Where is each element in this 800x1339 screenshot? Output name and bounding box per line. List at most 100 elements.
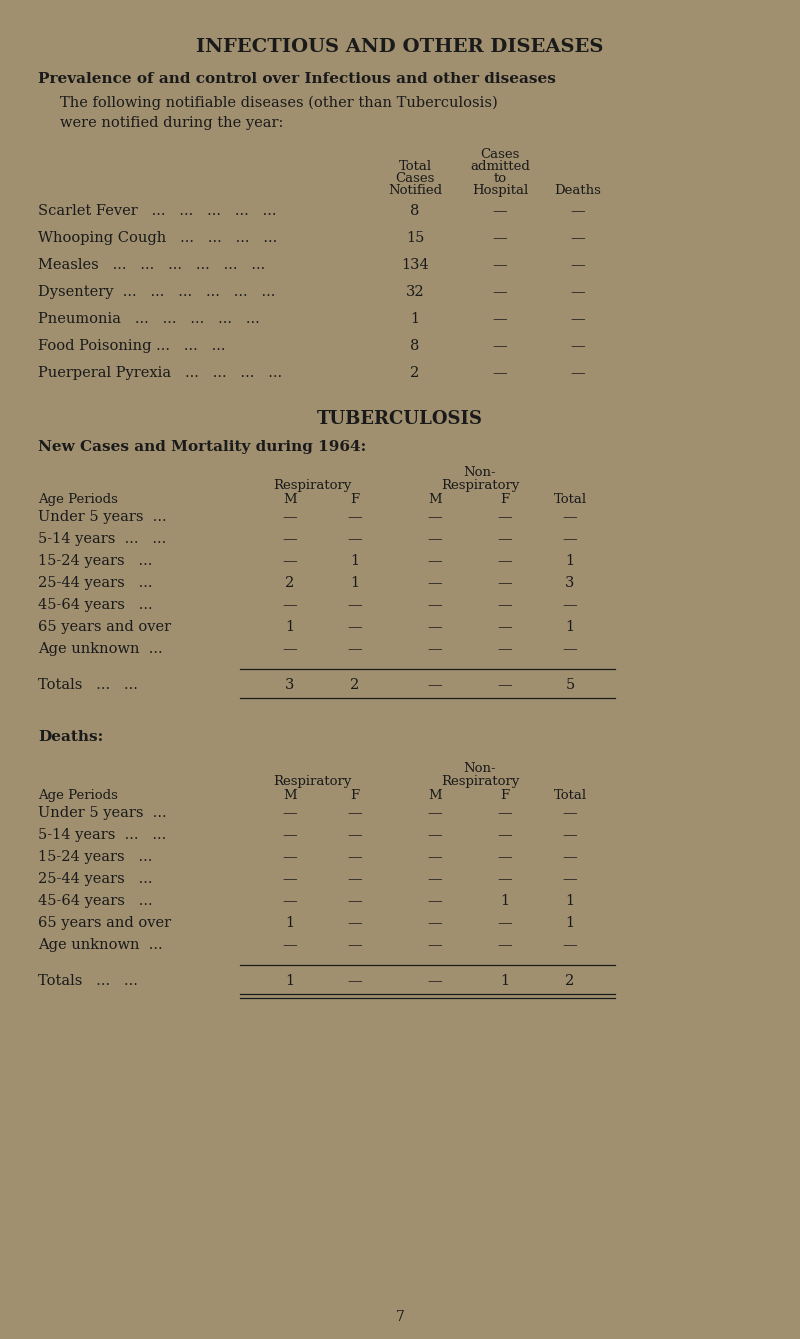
Text: —: — [562,828,578,842]
Text: 1: 1 [286,916,294,931]
Text: Total: Total [398,159,431,173]
Text: —: — [428,510,442,524]
Text: Measles   ...   ...   ...   ...   ...   ...: Measles ... ... ... ... ... ... [38,258,266,272]
Text: —: — [570,258,586,272]
Text: 1: 1 [566,916,574,931]
Text: —: — [348,872,362,886]
Text: 15: 15 [406,232,424,245]
Text: —: — [428,641,442,656]
Text: Age Periods: Age Periods [38,493,118,506]
Text: admitted: admitted [470,159,530,173]
Text: M: M [428,493,442,506]
Text: 65 years and over: 65 years and over [38,916,171,931]
Text: —: — [428,532,442,546]
Text: —: — [282,872,298,886]
Text: 45-64 years   ...: 45-64 years ... [38,894,153,908]
Text: 1: 1 [566,620,574,633]
Text: —: — [498,576,512,590]
Text: —: — [348,510,362,524]
Text: —: — [282,510,298,524]
Text: —: — [493,339,507,353]
Text: —: — [428,894,442,908]
Text: —: — [348,806,362,819]
Text: Deaths:: Deaths: [38,730,103,744]
Text: —: — [562,939,578,952]
Text: Hospital: Hospital [472,183,528,197]
Text: —: — [493,232,507,245]
Text: —: — [562,872,578,886]
Text: —: — [282,939,298,952]
Text: —: — [562,806,578,819]
Text: F: F [501,493,510,506]
Text: 5-14 years  ...   ...: 5-14 years ... ... [38,828,166,842]
Text: 2: 2 [566,973,574,988]
Text: 2: 2 [286,576,294,590]
Text: Cases: Cases [480,149,520,161]
Text: Non-: Non- [464,762,496,775]
Text: —: — [498,554,512,568]
Text: —: — [498,939,512,952]
Text: —: — [348,599,362,612]
Text: —: — [570,312,586,325]
Text: —: — [498,872,512,886]
Text: INFECTIOUS AND OTHER DISEASES: INFECTIOUS AND OTHER DISEASES [196,37,604,56]
Text: Whooping Cough   ...   ...   ...   ...: Whooping Cough ... ... ... ... [38,232,278,245]
Text: 1: 1 [286,973,294,988]
Text: Notified: Notified [388,183,442,197]
Text: Respiratory: Respiratory [441,775,519,787]
Text: Dysentery  ...   ...   ...   ...   ...   ...: Dysentery ... ... ... ... ... ... [38,285,275,299]
Text: —: — [493,312,507,325]
Text: —: — [282,554,298,568]
Text: —: — [348,916,362,931]
Text: M: M [283,789,297,802]
Text: —: — [570,366,586,380]
Text: Cases: Cases [395,171,434,185]
Text: —: — [428,828,442,842]
Text: Puerperal Pyrexia   ...   ...   ...   ...: Puerperal Pyrexia ... ... ... ... [38,366,282,380]
Text: 2: 2 [410,366,420,380]
Text: Food Poisoning ...   ...   ...: Food Poisoning ... ... ... [38,339,226,353]
Text: —: — [348,532,362,546]
Text: 8: 8 [410,339,420,353]
Text: —: — [428,576,442,590]
Text: 25-44 years   ...: 25-44 years ... [38,872,153,886]
Text: 1: 1 [410,312,419,325]
Text: F: F [350,789,359,802]
Text: New Cases and Mortality during 1964:: New Cases and Mortality during 1964: [38,441,366,454]
Text: Scarlet Fever   ...   ...   ...   ...   ...: Scarlet Fever ... ... ... ... ... [38,204,277,218]
Text: 25-44 years   ...: 25-44 years ... [38,576,153,590]
Text: Totals   ...   ...: Totals ... ... [38,678,138,692]
Text: —: — [562,510,578,524]
Text: Under 5 years  ...: Under 5 years ... [38,510,166,524]
Text: —: — [562,532,578,546]
Text: 65 years and over: 65 years and over [38,620,171,633]
Text: —: — [348,973,362,988]
Text: 1: 1 [501,973,510,988]
Text: —: — [348,620,362,633]
Text: —: — [348,894,362,908]
Text: 32: 32 [406,285,424,299]
Text: 5: 5 [566,678,574,692]
Text: —: — [282,828,298,842]
Text: 45-64 years   ...: 45-64 years ... [38,599,153,612]
Text: —: — [498,532,512,546]
Text: 15-24 years   ...: 15-24 years ... [38,850,152,864]
Text: Respiratory: Respiratory [274,479,352,491]
Text: 1: 1 [566,894,574,908]
Text: Totals   ...   ...: Totals ... ... [38,973,138,988]
Text: 1: 1 [566,554,574,568]
Text: —: — [493,285,507,299]
Text: —: — [570,204,586,218]
Text: —: — [428,850,442,864]
Text: —: — [498,620,512,633]
Text: 2: 2 [350,678,360,692]
Text: Non-: Non- [464,466,496,479]
Text: —: — [562,641,578,656]
Text: Age unknown  ...: Age unknown ... [38,939,162,952]
Text: 7: 7 [395,1310,405,1324]
Text: —: — [428,620,442,633]
Text: 15-24 years   ...: 15-24 years ... [38,554,152,568]
Text: —: — [562,850,578,864]
Text: to: to [494,171,506,185]
Text: 5-14 years  ...   ...: 5-14 years ... ... [38,532,166,546]
